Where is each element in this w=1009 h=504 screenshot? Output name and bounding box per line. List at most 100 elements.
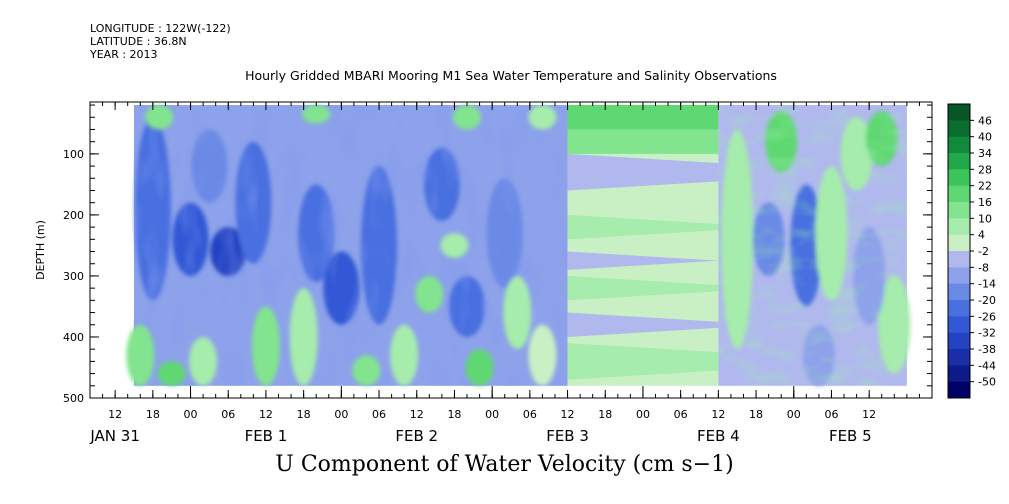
- x-hour-tick-label: 00: [636, 408, 650, 421]
- colorbar-label: 16: [978, 196, 992, 209]
- green-patch: [453, 105, 482, 130]
- green-patch: [189, 336, 218, 386]
- x-hour-tick-label: 12: [259, 408, 273, 421]
- x-hour-tick-label: 18: [447, 408, 461, 421]
- x-day-label: FEB 3: [546, 427, 589, 445]
- x-hour-tick-label: 12: [561, 408, 575, 421]
- x-hour-tick-label: 06: [221, 408, 235, 421]
- colorbar-swatch: [948, 316, 970, 334]
- axes: 12 18 00 06 12 18 00 06 12 18 00 06 12 18 00 06 12 18 00 06…: [63, 102, 933, 445]
- colorbar-swatch: [948, 202, 970, 219]
- longitude-label: LONGITUDE : 122W(-122): [90, 22, 231, 35]
- figure-caption: U Component of Water Velocity (cm s−1): [275, 452, 734, 477]
- green-patch: [503, 275, 532, 350]
- x-hour-tick-label: 00: [787, 408, 801, 421]
- x-day-label: FEB 1: [245, 427, 288, 445]
- green-patch: [145, 105, 174, 130]
- colorbar-label: -2: [978, 245, 989, 258]
- colorbar-label: 10: [978, 212, 992, 225]
- colorbar-swatch: [948, 251, 970, 268]
- green-patch: [157, 361, 186, 386]
- colorbar-label: -50: [978, 376, 996, 389]
- band-stripe: [567, 312, 719, 337]
- band-stripe: [567, 343, 719, 380]
- green-patch: [302, 105, 331, 124]
- x-day-label: FEB 2: [395, 427, 438, 445]
- band-stripe: [567, 214, 719, 240]
- band-stripe: [567, 153, 719, 191]
- colorbar: 46 40 34 28 22 16 10 4 -2 -8 -14 -20 -26 -32 -38 -44 -50: [947, 103, 996, 399]
- chart-title: Hourly Gridded MBARI Mooring M1 Sea Wate…: [245, 68, 777, 83]
- y-tick-label: 100: [63, 148, 84, 161]
- x-hour-tick-label: 18: [598, 408, 612, 421]
- green-patch: [528, 105, 557, 130]
- colorbar-label: 22: [978, 180, 992, 193]
- colorbar-swatch: [948, 365, 970, 383]
- x-hour-tick-label: 12: [410, 408, 424, 421]
- colorbar-swatch: [948, 267, 970, 285]
- green-patch: [289, 288, 318, 386]
- x-hour-tick-label: 06: [372, 408, 386, 421]
- colorbar-label: 28: [978, 163, 992, 176]
- colorbar-swatch: [948, 283, 970, 301]
- green-patch: [251, 306, 280, 386]
- colorbar-label: 4: [978, 229, 985, 242]
- chart-metadata: LONGITUDE : 122W(-122) LATITUDE : 36.8N …: [90, 22, 231, 61]
- colorbar-swatch: [948, 120, 970, 138]
- x-hour-tick-label: 18: [146, 408, 160, 421]
- green-patch: [126, 324, 155, 386]
- y-tick-label: 400: [63, 331, 84, 344]
- x-hour-tick-label: 00: [184, 408, 198, 421]
- colorbar-label: -20: [978, 294, 996, 307]
- colorbar-label: -8: [978, 261, 989, 274]
- green-patch: [440, 233, 469, 258]
- colorbar-label: 40: [978, 131, 992, 144]
- colorbar-swatch: [948, 104, 970, 121]
- x-hour-tick-label: 00: [485, 408, 499, 421]
- x-hour-tick-label: 12: [862, 408, 876, 421]
- x-hour-tick-label: 18: [749, 408, 763, 421]
- colorbar-label: 34: [978, 147, 992, 160]
- latitude-label: LATITUDE : 36.8N: [90, 35, 187, 48]
- x-hour-tick-label: 06: [824, 408, 838, 421]
- colorbar-swatch: [948, 381, 970, 399]
- green-patch: [465, 349, 494, 386]
- x-hour-tick-label: 06: [674, 408, 688, 421]
- colorbar-label: -38: [978, 343, 996, 356]
- y-axis-label: DEPTH (m): [34, 220, 47, 280]
- heatmap: [126, 105, 911, 386]
- colorbar-swatch: [948, 300, 970, 317]
- x-day-label: FEB 4: [697, 427, 740, 445]
- colorbar-swatch: [948, 169, 970, 187]
- colorbar-label: -26: [978, 310, 996, 323]
- y-tick-label: 500: [63, 392, 84, 405]
- y-tick-label: 300: [63, 270, 84, 283]
- colorbar-swatch: [948, 349, 970, 366]
- x-day-label: FEB 5: [829, 427, 872, 445]
- heatmap-banded-region: [567, 105, 719, 386]
- colorbar-swatch: [948, 153, 970, 170]
- colorbar-label: -44: [978, 359, 996, 372]
- band-stripe: [567, 275, 719, 301]
- colorbar-swatch: [948, 218, 970, 236]
- green-patch: [390, 324, 419, 386]
- heatmap-green-patches: [126, 105, 557, 386]
- x-hour-tick-label: 12: [711, 408, 725, 421]
- year-label: YEAR : 2013: [90, 48, 158, 61]
- green-patch: [528, 324, 557, 386]
- colorbar-swatch: [948, 332, 970, 350]
- x-hour-tick-label: 18: [297, 408, 311, 421]
- x-day-label: JAN 31: [89, 427, 140, 445]
- colorbar-label: -32: [978, 327, 996, 340]
- x-hour-tick-label: 00: [334, 408, 348, 421]
- heatmap-right-texture: [718, 105, 907, 386]
- colorbar-label: -14: [978, 278, 996, 291]
- band-stripe: [567, 251, 719, 270]
- x-hour-tick-label: 12: [108, 408, 122, 421]
- green-patch: [352, 355, 381, 386]
- green-patch: [415, 275, 444, 313]
- colorbar-swatch: [948, 234, 970, 252]
- colorbar-label: 46: [978, 114, 992, 127]
- y-tick-label: 200: [63, 209, 84, 222]
